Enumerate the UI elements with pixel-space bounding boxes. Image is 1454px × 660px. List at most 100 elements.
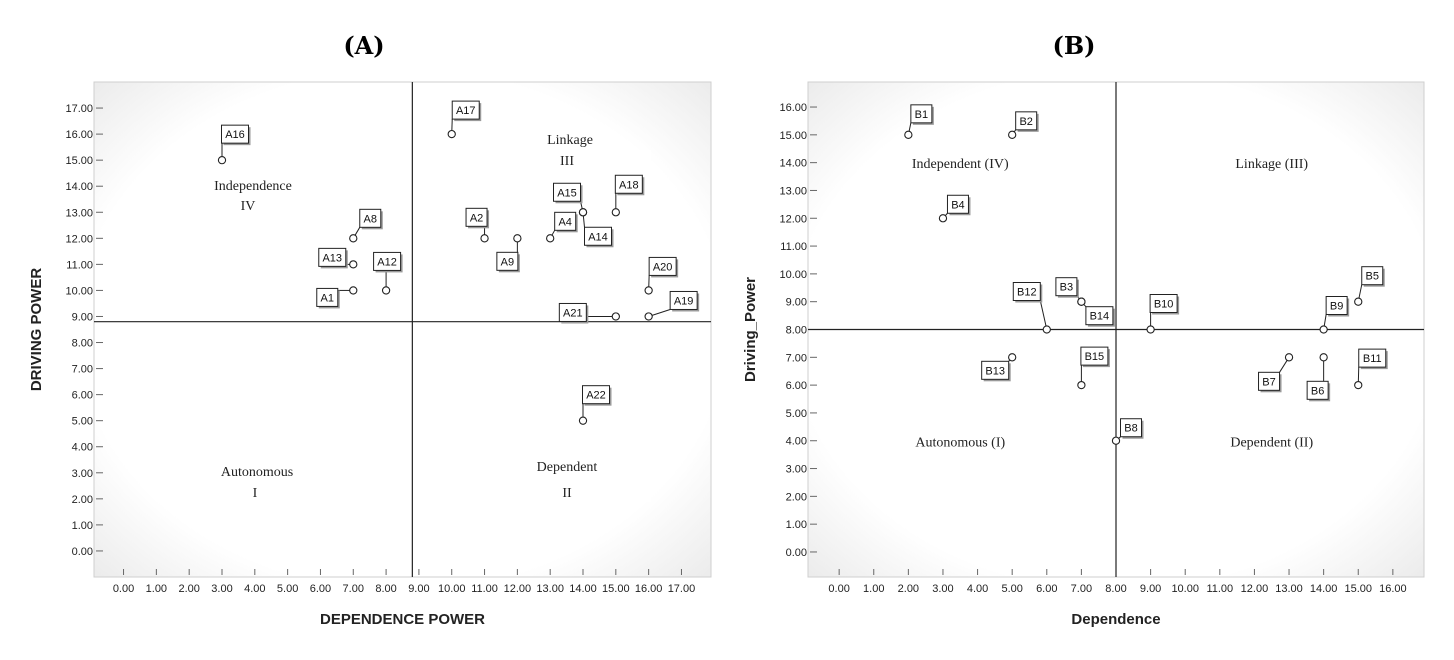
x-tick-label: 8.00	[375, 583, 396, 595]
x-tick-label: 13.00	[536, 583, 564, 595]
y-tick-label: 2.00	[786, 491, 807, 503]
y-tick-label: 2.00	[72, 494, 93, 506]
label-box	[910, 104, 933, 124]
label-box	[1055, 277, 1078, 297]
x-tick-label: 7.00	[343, 583, 364, 595]
x-tick-label: 11.00	[1206, 583, 1233, 595]
x-tick-label: 13.00	[1275, 583, 1303, 595]
point-label: B14	[1090, 311, 1110, 323]
x-tick-label: 11.00	[471, 583, 498, 595]
y-tick-label: 1.00	[786, 519, 807, 531]
data-point	[349, 234, 358, 243]
y-tick-label: 12.00	[65, 233, 93, 245]
label-box	[316, 287, 339, 307]
point-label: B9	[1330, 301, 1343, 313]
x-axis-title: Dependence	[1071, 611, 1160, 628]
quadrant-label: Independence	[214, 179, 292, 194]
label-leader	[1039, 300, 1048, 330]
label-box	[558, 302, 587, 322]
x-tick-label: 3.00	[211, 583, 232, 595]
x-tick-label: 12.00	[504, 583, 532, 595]
x-tick-label: 5.00	[1001, 583, 1022, 595]
y-tick-label: 3.00	[786, 464, 807, 476]
data-point	[1354, 297, 1363, 306]
x-tick-label: 9.00	[408, 583, 429, 595]
y-tick-label: 8.00	[72, 338, 93, 350]
data-point	[1284, 353, 1294, 362]
point-label: A20	[653, 261, 673, 273]
x-tick-label: 5.00	[277, 583, 298, 595]
label-box	[981, 360, 1010, 380]
point-label: B15	[1085, 351, 1105, 363]
data-point	[578, 208, 588, 217]
x-tick-label: 14.00	[1310, 583, 1338, 595]
x-tick-label: 6.00	[1036, 583, 1057, 595]
y-tick-label: 12.00	[779, 213, 807, 225]
x-tick-label: 17.00	[668, 583, 696, 595]
point-label: A22	[586, 390, 606, 402]
point-label: B1	[915, 109, 928, 121]
data-point	[611, 312, 620, 321]
quadrant-label-box	[483, 482, 651, 502]
x-tick-label: 16.00	[1379, 583, 1407, 595]
y-tick-label: 15.00	[779, 130, 807, 142]
x-tick-label: 9.00	[1140, 583, 1161, 595]
quadrant-label: Independent (IV)	[912, 157, 1009, 172]
label-box	[465, 207, 488, 227]
x-tick-label: 16.00	[635, 583, 663, 595]
y-tick-label: 3.00	[72, 468, 93, 480]
x-tick-label: 0.00	[113, 583, 134, 595]
point-label: A13	[322, 252, 342, 264]
x-tick-label: 4.00	[967, 583, 988, 595]
label-box	[1085, 306, 1114, 326]
label-box	[554, 211, 577, 231]
label-box	[584, 226, 613, 246]
y-tick-label: 1.00	[72, 520, 93, 532]
quadrant-label: Linkage (III)	[1235, 157, 1308, 172]
label-box	[1120, 418, 1142, 438]
x-tick-label: 4.00	[244, 583, 265, 595]
data-point	[938, 214, 948, 223]
point-label: B7	[1262, 376, 1275, 388]
point-label: B2	[1019, 116, 1032, 128]
label-box	[1358, 348, 1387, 368]
label-box	[373, 251, 402, 271]
x-tick-label: 10.00	[438, 583, 466, 595]
data-point	[349, 260, 358, 269]
y-tick-label: 6.00	[786, 380, 807, 392]
label-box	[1258, 371, 1281, 391]
x-tick-label: 14.00	[569, 583, 597, 595]
y-tick-label: 7.00	[72, 364, 93, 376]
label-box	[220, 124, 249, 144]
data-point	[1008, 353, 1017, 362]
data-point	[1008, 130, 1017, 139]
x-tick-label: 7.00	[1071, 583, 1092, 595]
x-axis-title: DEPENDENCE POWER	[320, 611, 485, 628]
data-point	[904, 130, 913, 139]
x-tick-label: 1.00	[146, 583, 167, 595]
x-tick-label: 12.00	[1241, 583, 1269, 595]
y-tick-label: 4.00	[786, 436, 807, 448]
y-tick-label: 11.00	[780, 241, 807, 253]
data-point	[611, 208, 620, 217]
label-box	[1012, 282, 1041, 301]
point-label: A2	[470, 212, 483, 224]
data-point	[578, 416, 588, 425]
chart-title: (B)	[1053, 31, 1096, 60]
quadrant-label-box	[164, 195, 332, 215]
label-box	[496, 251, 519, 271]
point-label: B6	[1311, 385, 1324, 397]
point-label: A4	[558, 216, 571, 228]
point-label: A1	[321, 292, 334, 304]
y-tick-label: 10.00	[779, 269, 807, 281]
data-point	[1354, 380, 1363, 390]
quadrant-roman: III	[560, 154, 574, 169]
point-label: A16	[225, 129, 245, 141]
y-tick-label: 13.00	[65, 207, 93, 219]
point-label: B4	[951, 199, 964, 211]
point-label: B12	[1017, 287, 1037, 299]
label-box	[946, 194, 969, 214]
quadrant-label-box	[171, 482, 339, 502]
data-point	[644, 312, 653, 321]
